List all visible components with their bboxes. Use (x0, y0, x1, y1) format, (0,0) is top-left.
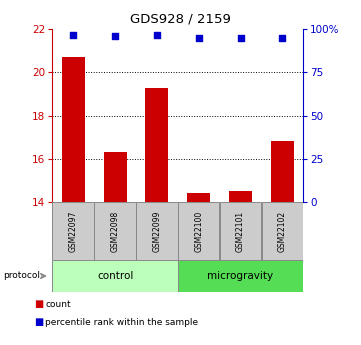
Text: GSM22098: GSM22098 (110, 210, 119, 252)
Text: ■: ■ (34, 317, 44, 327)
Bar (178, 260, 303, 292)
Point (238, 35, 243, 41)
Point (279, 35, 285, 41)
Bar (220, 202, 261, 260)
Point (70, 32, 76, 37)
Point (196, 35, 201, 41)
Text: GSM22097: GSM22097 (69, 210, 78, 252)
Bar (178, 202, 219, 260)
Bar (94, 202, 136, 260)
Bar (136, 202, 178, 260)
Bar (104, 152, 127, 202)
Text: GSM22102: GSM22102 (278, 210, 287, 252)
Bar (52, 202, 94, 260)
Bar (229, 191, 252, 202)
Text: GSM22099: GSM22099 (152, 210, 161, 252)
Text: percentile rank within the sample: percentile rank within the sample (45, 318, 198, 327)
Text: GDS928 / 2159: GDS928 / 2159 (130, 12, 231, 25)
Bar (62, 57, 85, 202)
Text: control: control (97, 271, 133, 281)
Bar (145, 88, 168, 202)
Point (112, 33, 118, 39)
Text: ■: ■ (34, 299, 44, 309)
Text: microgravity: microgravity (208, 271, 274, 281)
Text: count: count (45, 300, 71, 309)
Text: GSM22101: GSM22101 (236, 210, 245, 252)
Bar (187, 193, 210, 202)
Text: protocol: protocol (4, 272, 40, 280)
Point (154, 32, 160, 37)
Bar (262, 202, 303, 260)
Text: GSM22100: GSM22100 (194, 210, 203, 252)
Bar (52, 260, 178, 292)
Bar (271, 141, 294, 202)
